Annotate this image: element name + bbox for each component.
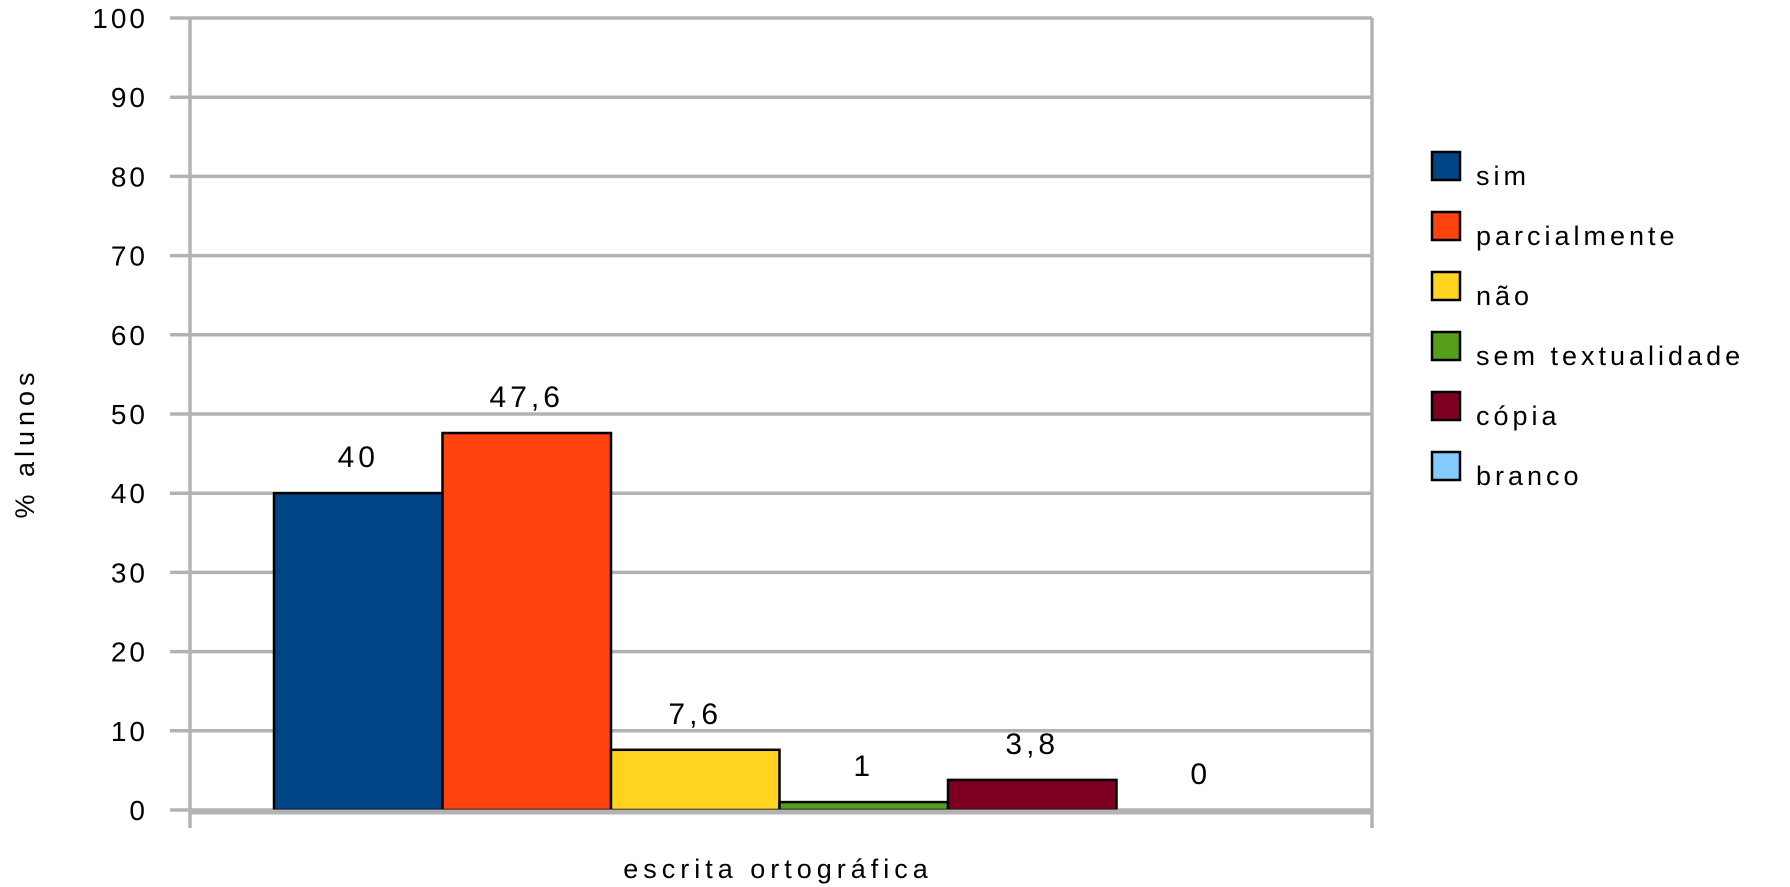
legend-label: parcialmente [1476, 221, 1679, 251]
x-axis-title: escrita ortográfica [623, 854, 933, 884]
y-tick-label: 20 [111, 637, 148, 668]
y-axis-ticks: 0 10 20 30 40 50 60 70 80 90 100 [92, 3, 148, 826]
legend-label: sim [1476, 161, 1530, 191]
axes [188, 18, 1374, 828]
legend-label: branco [1476, 461, 1583, 491]
y-axis-title: % alunos [10, 367, 40, 518]
bars [272, 431, 1118, 812]
y-tick-label: 10 [111, 716, 148, 747]
data-label: 7,6 [668, 698, 722, 731]
legend-swatch [1430, 150, 1462, 182]
legend-swatch [1430, 390, 1462, 422]
legend-label: não [1476, 281, 1533, 311]
data-label: 40 [338, 441, 379, 474]
legend-swatch [1430, 210, 1462, 242]
data-label: 0 [1190, 758, 1211, 791]
data-label: 47,6 [490, 381, 564, 414]
y-tick-label: 70 [111, 241, 148, 272]
bar-cópia [946, 778, 1118, 812]
data-label: 3,8 [1005, 728, 1059, 761]
bar-não [609, 748, 781, 812]
y-tick-label: 50 [111, 399, 148, 430]
legend-label: sem textualidade [1476, 341, 1744, 371]
legend-swatch [1430, 270, 1462, 302]
y-tick-label: 0 [129, 795, 148, 826]
bar-parcialmente [441, 431, 613, 812]
y-tick-label: 60 [111, 320, 148, 351]
legend-label: cópia [1476, 401, 1561, 431]
data-labels: 40 47,6 7,6 1 3,8 0 [338, 381, 1211, 791]
legend-swatch [1430, 450, 1462, 482]
bar-sim [272, 491, 444, 812]
y-tick-label: 100 [92, 3, 148, 34]
y-tick-label: 80 [111, 161, 148, 192]
y-tick-label: 90 [111, 82, 148, 113]
y-tick-label: 30 [111, 557, 148, 588]
legend: sim parcialmente não sem textualidade cópia b… [1430, 150, 1744, 491]
legend-swatch [1430, 330, 1462, 362]
bar-sem-textualidade [778, 800, 950, 812]
y-tick-label: 40 [111, 478, 148, 509]
data-label: 1 [853, 750, 874, 783]
